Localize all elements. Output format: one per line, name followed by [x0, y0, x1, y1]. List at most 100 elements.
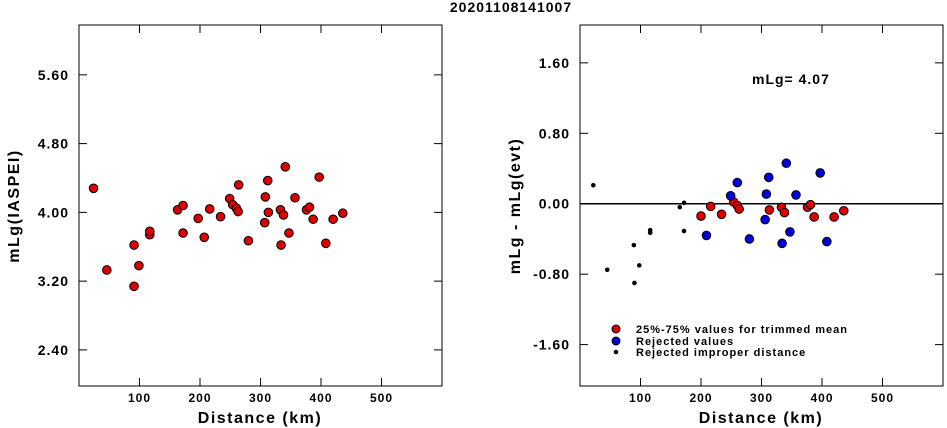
legend-label: Rejected values	[636, 336, 734, 348]
legend-label: 25%-75% values for trimmed mean	[636, 324, 848, 336]
right-legend: 25%-75% values for trimmed meanRejected …	[611, 324, 848, 359]
left-data-point	[284, 228, 294, 238]
left-data-point	[263, 207, 274, 218]
left-data-point	[243, 235, 254, 246]
left-data-point	[308, 214, 318, 225]
left-y-tick-label: 2.40	[38, 342, 69, 358]
right-data-point	[591, 182, 596, 188]
left-y-axis-label: mLg(IASPEI)	[6, 149, 23, 262]
right-data-point	[761, 189, 772, 199]
right-data-point	[779, 207, 790, 218]
right-data-point	[777, 238, 787, 249]
left-data-point	[337, 208, 348, 219]
right-data-point	[681, 228, 687, 234]
left-data-point	[276, 240, 286, 250]
left-x-tick-label: 300	[249, 391, 272, 405]
right-data-point	[815, 168, 825, 178]
left-data-point	[134, 260, 144, 271]
right-y-tick-label: -1.60	[533, 337, 570, 353]
left-y-tick-label: 4.80	[38, 136, 69, 152]
right-x-tick-label: 500	[871, 391, 894, 405]
right-y-axis-label: mLg - mLg(evt)	[507, 138, 524, 275]
left-data-point	[129, 240, 139, 250]
right-data-point	[781, 158, 792, 169]
left-data-points	[88, 162, 348, 292]
right-data-point	[809, 212, 819, 222]
right-data-point	[725, 191, 736, 201]
legend-label: Rejected improper distance	[636, 347, 806, 359]
right-x-tick-label: 400	[810, 391, 833, 405]
right-data-point	[631, 242, 637, 248]
right-axis-ticks: 100 200 300 400 500 -1.60 -0.80 0.00 0.80 1.60	[533, 25, 943, 405]
left-data-point	[129, 281, 139, 292]
right-data-point	[696, 211, 706, 221]
right-data-point	[838, 205, 849, 216]
right-data-point	[647, 230, 653, 236]
right-y-tick-label: 0.80	[539, 125, 570, 141]
left-data-point	[199, 232, 210, 243]
left-y-tick-label: 3.20	[38, 273, 69, 289]
left-data-point	[88, 183, 99, 194]
left-x-tick-label: 100	[128, 391, 151, 405]
legend-marker	[611, 336, 621, 346]
left-data-point	[204, 204, 215, 214]
left-chart-panel: 100 200 300 400 500 2.40 3.20 4.00 4.80 5.60 Dist…	[6, 24, 443, 427]
left-data-point	[178, 228, 188, 238]
left-data-point	[321, 238, 331, 249]
right-data-point	[681, 200, 687, 206]
left-data-point	[280, 162, 291, 172]
mlg-event-annotation: mLg= 4.07	[752, 71, 830, 87]
legend-marker	[611, 324, 621, 334]
right-data-point	[734, 204, 744, 214]
left-data-point	[304, 202, 315, 213]
left-data-point	[233, 206, 243, 217]
right-data-point	[760, 214, 770, 225]
left-data-point	[193, 213, 203, 224]
legend-marker	[613, 349, 619, 355]
right-data-point	[632, 280, 637, 286]
right-data-point	[805, 199, 816, 210]
left-data-point	[215, 211, 226, 222]
figure-title: 20201108141007	[450, 0, 572, 15]
left-data-point	[328, 214, 338, 225]
right-data-point	[604, 267, 610, 273]
right-data-point	[829, 212, 839, 222]
right-data-point	[701, 230, 712, 241]
left-data-point	[144, 226, 155, 237]
left-x-axis-label: Distance (km)	[198, 410, 322, 427]
right-data-points	[591, 158, 849, 286]
left-x-tick-label: 200	[188, 391, 211, 405]
right-y-tick-label: 1.60	[539, 55, 570, 71]
left-data-point	[260, 192, 271, 202]
right-data-point	[764, 205, 775, 215]
right-data-point	[763, 172, 774, 183]
right-x-tick-label: 100	[629, 391, 652, 405]
left-data-point	[314, 172, 324, 182]
right-data-point	[785, 227, 795, 237]
right-y-tick-label: -0.80	[533, 266, 570, 282]
right-chart-panel: 100 200 300 400 500 -1.60 -0.80 0.00 0.80 1.60 mL…	[507, 24, 944, 427]
right-x-tick-label: 200	[689, 391, 712, 405]
left-data-point	[278, 210, 289, 220]
right-data-point	[636, 263, 642, 268]
right-x-axis-label: Distance (km)	[699, 410, 823, 427]
right-data-point	[732, 177, 743, 188]
right-data-point	[822, 236, 832, 247]
left-x-tick-label: 400	[309, 391, 332, 405]
left-data-point	[102, 265, 112, 275]
right-x-tick-label: 300	[750, 391, 773, 405]
left-plot-frame	[78, 24, 443, 387]
left-y-tick-label: 4.00	[38, 204, 69, 220]
left-axis-ticks: 100 200 300 400 500 2.40 3.20 4.00 4.80 5.60	[38, 25, 442, 405]
left-data-point	[233, 180, 244, 190]
right-data-point	[791, 190, 801, 200]
right-data-point	[744, 234, 755, 244]
right-y-tick-label: 0.00	[539, 196, 570, 212]
left-data-point	[259, 217, 270, 228]
left-data-point	[178, 200, 188, 211]
right-data-point	[677, 204, 683, 210]
right-data-point	[705, 201, 716, 212]
left-data-point	[290, 192, 300, 203]
left-x-tick-label: 500	[370, 391, 393, 405]
